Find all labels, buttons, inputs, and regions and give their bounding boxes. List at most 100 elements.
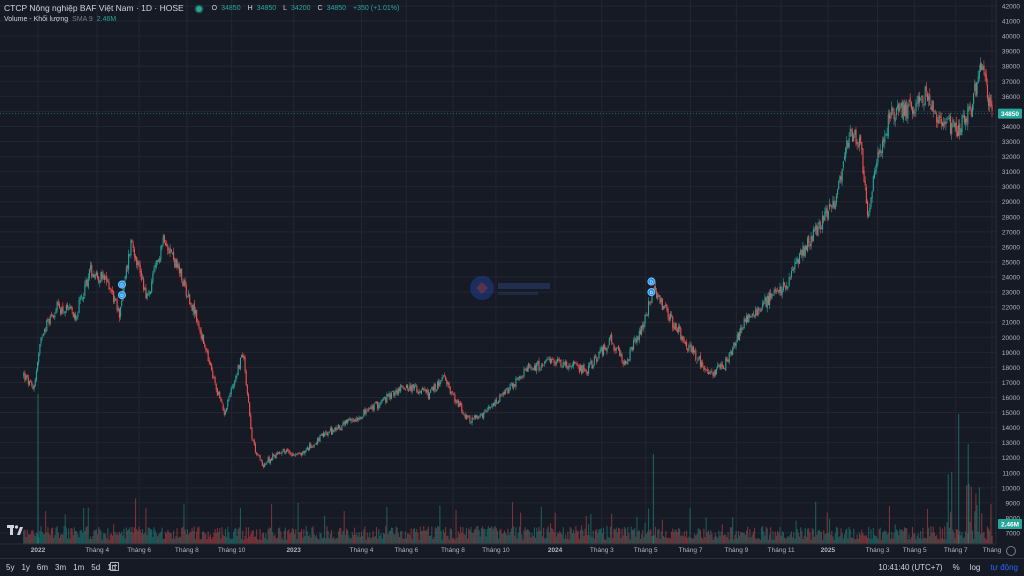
range-6m[interactable]: 6m — [36, 563, 49, 572]
volume-bar — [751, 534, 753, 544]
volume-bar — [954, 538, 956, 544]
volume-bar — [943, 539, 945, 544]
candle-body — [226, 407, 228, 412]
candle-body — [433, 384, 435, 392]
candle-body — [283, 448, 285, 453]
log-toggle[interactable]: log — [969, 563, 981, 572]
candle-body — [733, 342, 735, 348]
symbol-title[interactable]: CTCP Nông nghiệp BAF Việt Nam · 1D · HOS… — [4, 3, 184, 13]
volume-bar — [287, 530, 289, 544]
candle-body — [674, 322, 676, 330]
volume-bar — [118, 531, 120, 544]
tradingview-logo-icon[interactable] — [7, 524, 23, 536]
candle-body — [865, 187, 867, 204]
volume-bar — [562, 527, 564, 544]
dividend-marker — [117, 280, 126, 289]
volume-bar — [272, 532, 274, 544]
candle-body — [781, 290, 783, 295]
candle-body — [968, 106, 970, 108]
volume-bar — [319, 532, 321, 544]
volume-bar — [841, 533, 843, 544]
candle-body — [695, 350, 697, 361]
volume-label[interactable]: Volume - Khối lượng — [4, 16, 69, 23]
candle-body — [393, 392, 395, 396]
volume-bar — [827, 532, 829, 544]
volume-bar — [199, 539, 201, 544]
volume-bar — [422, 531, 424, 544]
volume-bar — [415, 532, 417, 544]
candle-body — [688, 345, 690, 352]
candle-body — [969, 105, 971, 110]
range-1m[interactable]: 1m — [73, 563, 85, 572]
candle-body — [958, 124, 960, 137]
percent-toggle[interactable]: % — [952, 563, 960, 572]
candle-body — [532, 368, 534, 370]
volume-bar — [345, 528, 348, 544]
candle-body — [508, 389, 510, 393]
candle-body — [664, 306, 666, 308]
candle-body — [830, 204, 832, 206]
volume-bar — [419, 526, 421, 544]
volume-bar — [816, 534, 818, 544]
volume-bar — [985, 539, 987, 544]
volume-bar — [945, 539, 947, 544]
settings-gear-icon[interactable] — [1006, 546, 1016, 556]
volume-bar — [918, 538, 920, 544]
candle-body — [929, 94, 931, 106]
candle-body — [517, 377, 519, 380]
open-value: 34850 — [221, 5, 241, 12]
candle-body — [614, 348, 616, 351]
candle-body — [257, 453, 259, 456]
candle-body — [558, 359, 560, 361]
volume-bar — [177, 537, 179, 544]
y-tick-label: 41000 — [1002, 19, 1020, 26]
volume-bar — [916, 535, 918, 544]
volume-bar — [887, 532, 889, 544]
volume-bar — [849, 529, 851, 544]
volume-bar — [574, 533, 576, 544]
range-1d[interactable]: 1d — [107, 563, 117, 572]
goto-date-icon[interactable] — [110, 562, 119, 571]
candle-body — [852, 131, 854, 142]
candle-body — [786, 285, 788, 289]
candle-body — [654, 286, 656, 290]
x-tick-label: Tháng — [983, 547, 1002, 554]
clock-time[interactable]: 10:41:40 (UTC+7) — [878, 563, 943, 572]
volume-bar — [727, 532, 729, 544]
range-5d[interactable]: 5d — [91, 563, 101, 572]
candle-body — [35, 370, 37, 381]
candle-body — [276, 453, 278, 455]
auto-scale-toggle[interactable]: tự động — [990, 563, 1018, 572]
volume-bar — [450, 529, 452, 544]
volume-bar — [158, 534, 160, 544]
y-tick-label: 22000 — [1002, 305, 1020, 312]
x-tick-label: Tháng 4 — [85, 547, 109, 554]
candle-body — [191, 305, 193, 311]
volume-bar — [350, 538, 352, 544]
volume-bar — [622, 535, 624, 544]
candle-body — [486, 410, 488, 412]
candle-body — [552, 359, 554, 360]
range-3m[interactable]: 3m — [55, 563, 67, 572]
volume-bar — [619, 528, 621, 544]
candle-body — [418, 391, 420, 394]
volume-bar — [752, 531, 754, 544]
candle-body — [931, 100, 933, 111]
volume-bar — [741, 532, 743, 544]
volume-bar — [666, 537, 668, 544]
range-5y[interactable]: 5y — [6, 563, 15, 572]
volume-bar — [578, 538, 580, 544]
range-1y[interactable]: 1y — [21, 563, 30, 572]
volume-bar — [535, 538, 537, 544]
volume-bar — [305, 526, 307, 544]
volume-bar — [569, 526, 571, 544]
candle-body — [126, 265, 129, 268]
candlestick-chart[interactable]: DDDD700080009000100001100012000130001400… — [0, 0, 1024, 558]
volume-bar — [846, 528, 848, 544]
volume-bar — [433, 537, 435, 544]
volume-bar — [53, 538, 55, 544]
volume-bar — [903, 527, 905, 544]
candle-body — [838, 181, 840, 190]
volume-bar — [324, 515, 326, 544]
y-tick-label: 32000 — [1002, 154, 1020, 161]
